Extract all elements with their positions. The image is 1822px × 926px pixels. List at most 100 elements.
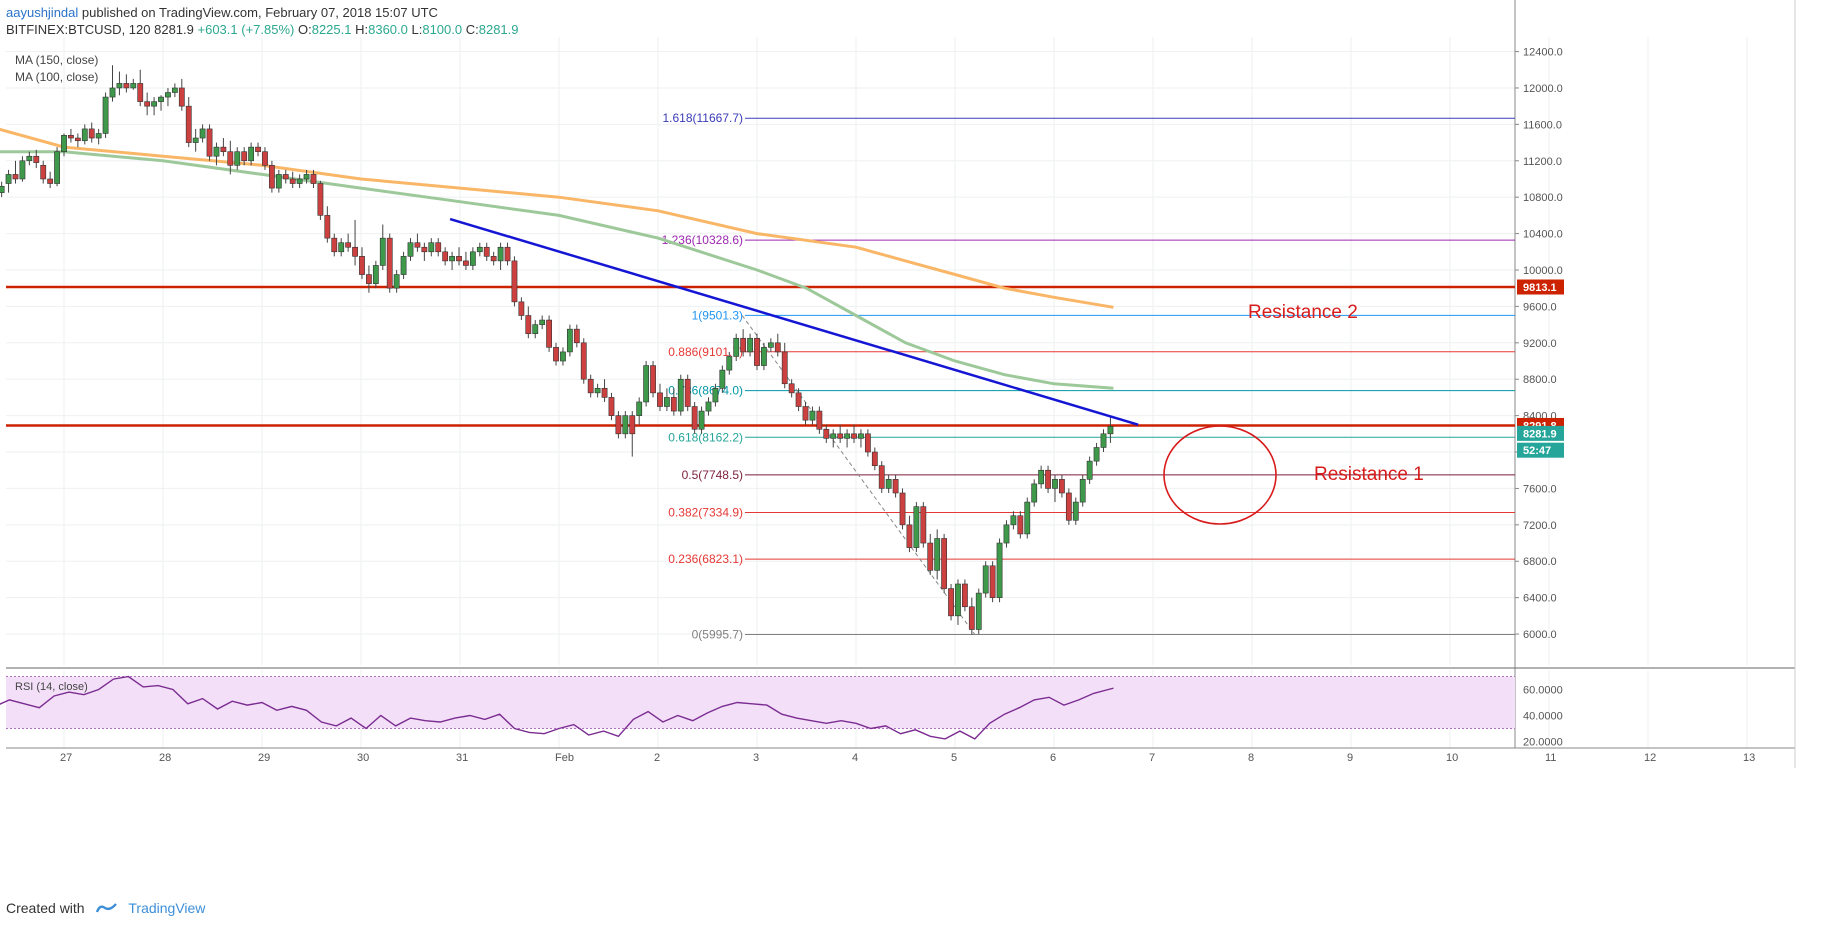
x-tick-label: Feb: [555, 752, 574, 764]
candle-body: [262, 151, 268, 166]
candle-body: [996, 542, 1003, 598]
candle-body: [802, 406, 809, 421]
candle-body: [81, 128, 88, 142]
x-tick-label: 5: [951, 752, 957, 764]
candle-body: [892, 479, 899, 494]
y-tick-label: 12400.0: [1523, 47, 1563, 59]
candle-body: [941, 538, 948, 589]
x-tick-label: 30: [357, 752, 369, 764]
fib-level-label: 0.382(7334.9): [668, 506, 743, 520]
low-label: L:: [411, 22, 423, 37]
candle-body: [476, 246, 483, 253]
chart-header: aayushjindal published on TradingView.co…: [6, 4, 519, 38]
candle-body: [733, 337, 740, 357]
candle-body: [171, 87, 178, 93]
y-tick-label: 6400.0: [1523, 593, 1557, 605]
candle-body: [573, 328, 580, 344]
candle-body: [525, 315, 532, 335]
candle-body: [955, 583, 961, 617]
candle-body: [386, 237, 393, 289]
candle-body: [296, 178, 303, 184]
candle-body: [844, 433, 850, 439]
candle-body: [851, 433, 857, 439]
candle-body: [497, 246, 504, 262]
fib-level-label: 0.236(6823.1): [668, 552, 743, 566]
candle-body: [961, 583, 968, 608]
candle-body: [40, 165, 47, 180]
candle-body: [435, 242, 442, 253]
resistance-2-label: Resistance 2: [1248, 302, 1358, 323]
candle-body: [421, 246, 428, 253]
x-tick-label: 10: [1446, 752, 1458, 764]
candle-body: [747, 337, 753, 353]
candle-body: [102, 96, 109, 134]
candle-body: [657, 392, 663, 407]
candle-body: [345, 242, 352, 248]
candle-body: [1024, 501, 1031, 535]
candle-body: [719, 369, 726, 389]
candle-body: [885, 479, 892, 489]
candle-body: [268, 165, 275, 189]
candle-body: [442, 251, 449, 262]
tradingview-logo-icon: [96, 903, 118, 913]
candle-body: [456, 256, 462, 262]
candle-body: [740, 337, 747, 353]
candle-body: [338, 242, 345, 253]
candle-body: [670, 397, 677, 412]
candle-body: [61, 134, 67, 152]
candle-body: [560, 351, 566, 362]
x-tick-label: 29: [258, 752, 270, 764]
candle-body: [629, 415, 636, 435]
candle-body: [539, 319, 546, 325]
rsi-y-tick-label: 60.0000: [1523, 685, 1563, 697]
candle-body: [553, 347, 559, 362]
x-tick-label: 9: [1347, 752, 1353, 764]
rsi-y-tick-label: 40.0000: [1523, 711, 1563, 723]
fib-level-label: 0.886(9101.7): [668, 345, 743, 359]
x-tick-label: 11: [1545, 752, 1556, 764]
candle-body: [636, 401, 643, 416]
y-tick-label: 9600.0: [1523, 301, 1557, 313]
candle-body: [116, 83, 123, 89]
x-tick-label: 6: [1050, 752, 1056, 764]
candle-body: [95, 133, 102, 139]
ma150-line: [0, 127, 1114, 309]
candle-body: [1100, 433, 1107, 448]
candle-body: [109, 87, 116, 98]
bearish-trendline: [449, 217, 1139, 426]
candle-body: [795, 392, 802, 407]
y-tick-label: 10800.0: [1523, 192, 1563, 204]
candle-body: [1079, 479, 1086, 503]
candle-body: [587, 378, 594, 394]
candle-body: [518, 301, 525, 316]
candle-body: [650, 365, 656, 394]
candle-body: [664, 397, 670, 407]
candle-body: [823, 428, 830, 439]
candle-body: [47, 178, 54, 184]
close-label: C:: [465, 22, 479, 37]
author-link[interactable]: aayushjindal: [6, 5, 79, 20]
legend-entry: MA (100, close): [15, 70, 98, 84]
candle-body: [698, 410, 705, 430]
tradingview-link[interactable]: TradingView: [128, 900, 206, 916]
candle-body: [920, 506, 927, 544]
candle-body: [511, 260, 518, 303]
candle-body: [622, 415, 629, 435]
candle-body: [726, 356, 733, 371]
candle-body: [0, 185, 5, 193]
candle-body: [352, 246, 358, 257]
candle-body: [54, 151, 60, 184]
candle-body: [241, 151, 248, 162]
candle-body: [878, 465, 885, 489]
candle-body: [12, 174, 19, 180]
candle-body: [123, 83, 130, 89]
fib-level-label: 1(9501.3): [692, 308, 743, 322]
candle-body: [248, 146, 255, 162]
candle-body: [33, 155, 40, 163]
x-tick-label: 7: [1149, 752, 1155, 764]
candle-body: [428, 242, 435, 253]
candle-body: [151, 101, 157, 107]
candle-body: [643, 365, 650, 403]
candle-body: [1059, 479, 1065, 494]
